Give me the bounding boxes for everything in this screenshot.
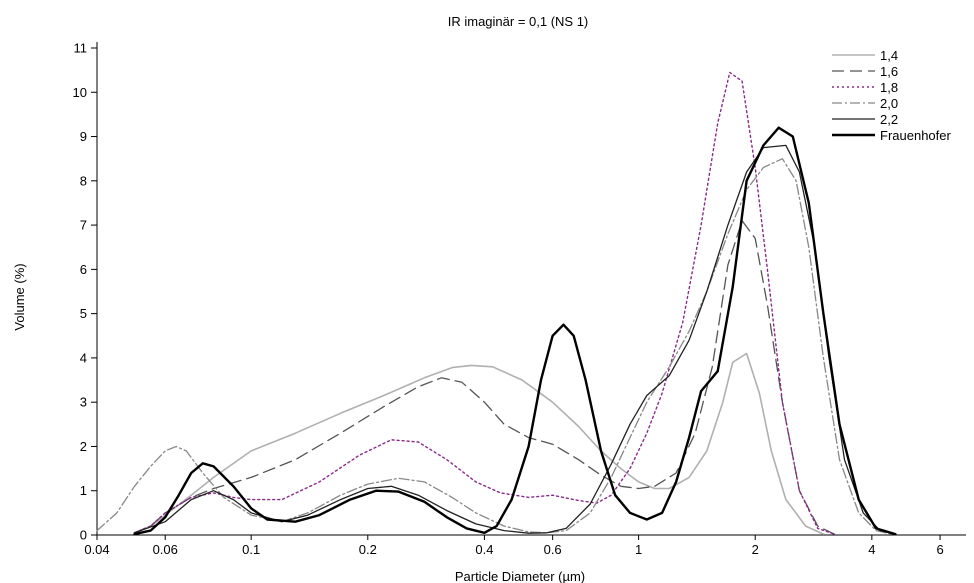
series-line-0 [133, 352, 825, 535]
x-axis-title: Particle Diameter (µm) [455, 569, 585, 583]
x-tick-label: 0.06 [153, 542, 178, 557]
legend-label: 2,0 [880, 96, 898, 111]
y-tick-label: 3 [80, 395, 87, 410]
y-axis-title: Volume (%) [12, 263, 27, 330]
x-tick-label: 0.04 [84, 542, 109, 557]
series-line-3 [96, 158, 893, 535]
series-line-4 [133, 144, 897, 535]
x-tick-label: 0.2 [359, 542, 377, 557]
y-tick-label: 8 [80, 173, 87, 188]
y-tick-label: 10 [73, 85, 87, 100]
legend-label: Frauenhofer [880, 128, 951, 143]
x-tick-label: 0.4 [475, 542, 493, 557]
y-tick-label: 7 [80, 218, 87, 233]
x-tick-label: 0.1 [242, 542, 260, 557]
x-tick-label: 2 [752, 542, 759, 557]
legend-label: 1,8 [880, 80, 898, 95]
series-line-5 [133, 126, 897, 536]
y-tick-label: 2 [80, 439, 87, 454]
legend-label: 1,6 [880, 64, 898, 79]
x-tick-label: 1 [635, 542, 642, 557]
x-tick-label: 0.6 [544, 542, 562, 557]
y-tick-label: 6 [80, 262, 87, 277]
y-tick-label: 1 [80, 483, 87, 498]
y-tick-label: 0 [80, 528, 87, 543]
y-tick-label: 4 [80, 350, 87, 365]
y-tick-label: 5 [80, 306, 87, 321]
series-line-1 [133, 220, 835, 535]
x-tick-label: 6 [936, 542, 943, 557]
y-tick-label: 11 [74, 41, 88, 56]
y-tick-label: 9 [80, 129, 87, 144]
axes [96, 42, 966, 536]
x-tick-label: 4 [868, 542, 875, 557]
series-layer [96, 71, 897, 536]
legend-label: 1,4 [880, 48, 898, 63]
y-axis-ticks: 0 1 2 3 4 5 6 7 8 9 10 11 [73, 41, 97, 543]
chart-title: IR imaginär = 0,1 (NS 1) [448, 14, 589, 29]
x-axis-ticks: 0.04 0.06 0.1 0.2 0.4 0.6 1 2 4 6 [84, 535, 944, 557]
legend-label: 2,2 [880, 112, 898, 127]
